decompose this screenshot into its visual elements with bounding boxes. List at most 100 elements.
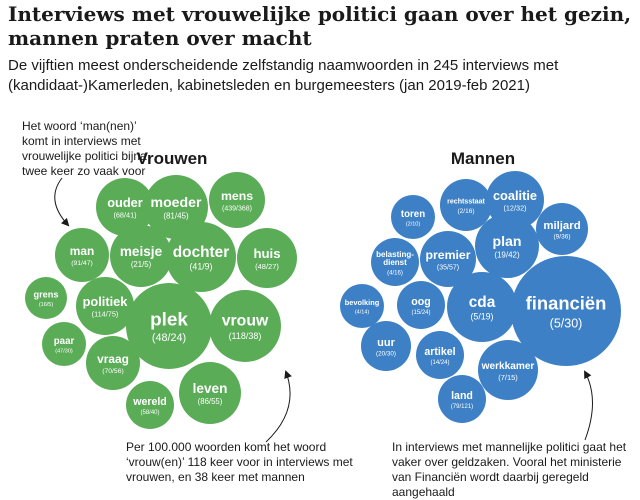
bubble-word-leven: leven xyxy=(193,381,228,396)
bubble-mannen-financien xyxy=(511,256,621,366)
bubble-vrouwen-paar xyxy=(42,322,86,366)
bubble-word-meisje: meisje xyxy=(120,244,163,259)
page-subtitle: De vijftien meest onderscheidende zelfst… xyxy=(8,57,559,94)
bubble-value-werkkamer: (7/15) xyxy=(498,373,518,382)
bubble-value-paar: (47/30) xyxy=(55,348,73,354)
annotation-vrouw: Per 100.000 woorden komt het woord ‘vrou… xyxy=(126,440,353,484)
bubble-value-belasting-dienst: (4/16) xyxy=(387,270,403,276)
bubble-mannen-oog xyxy=(397,281,445,329)
bubble-word-oog: oog xyxy=(411,296,430,308)
bubble-vrouwen-vraag xyxy=(86,336,140,390)
bubble-vrouwen-meisje xyxy=(110,225,172,287)
bubble-word-belasting-dienst: belasting-dienst xyxy=(376,250,414,267)
bubble-word-premier: premier xyxy=(425,248,470,262)
bubble-value-plan: (19/42) xyxy=(494,251,520,260)
bubble-value-cda: (5/19) xyxy=(471,312,494,322)
bubble-word-vraag: vraag xyxy=(97,352,129,366)
bubble-mannen-toren xyxy=(391,195,435,239)
bubble-value-man: (91/47) xyxy=(71,260,93,267)
bubble-word-huis: huis xyxy=(253,246,280,261)
bubble-vrouwen-ouder xyxy=(96,178,154,236)
group-title-mannen: Mannen xyxy=(451,149,515,168)
annotation-man: Het woord ‘man(nen)’ komt in interviews … xyxy=(22,119,147,178)
bubble-mannen-bevolking xyxy=(340,284,384,328)
bubble-value-meisje: (21/5) xyxy=(131,260,152,269)
bubble-word-dochter: dochter xyxy=(173,244,229,261)
bubble-word-cda: cda xyxy=(469,294,496,311)
bubble-value-miljard: (9/36) xyxy=(554,234,571,241)
bubble-vrouwen-dochter xyxy=(166,222,236,292)
bubble-mannen-uur xyxy=(361,321,411,371)
bubble-value-wereld: (58/40) xyxy=(140,410,159,416)
bubble-word-toren: toren xyxy=(401,209,425,220)
bubble-word-grens: grens xyxy=(33,290,58,300)
bubble-word-land: land xyxy=(451,390,473,402)
bubble-vrouwen-plek xyxy=(126,283,212,369)
bubble-value-plek: (48/24) xyxy=(152,332,186,344)
bubble-mannen-werkkamer xyxy=(478,340,538,400)
bubble-mannen-artikel xyxy=(416,331,464,379)
bubble-word-man: man xyxy=(70,244,94,258)
bubble-mannen-miljard xyxy=(536,203,588,255)
bubble-mannen-rechtsstaat xyxy=(440,179,492,231)
bubble-value-moeder: (81/45) xyxy=(163,212,189,221)
bubble-word-artikel: artikel xyxy=(424,346,455,358)
bubble-value-bevolking: (4/14) xyxy=(355,310,370,316)
bubble-word-miljard: miljard xyxy=(543,220,580,232)
bubble-value-vrouw: (118/38) xyxy=(229,331,262,341)
bubble-value-artikel: (14/24) xyxy=(430,360,449,366)
group-title-vrouwen: Vrouwen xyxy=(137,149,208,168)
bubble-value-rechtsstaat: (2/16) xyxy=(458,208,475,215)
annotation-arrow-financien xyxy=(584,370,593,441)
bubble-vrouwen-mens xyxy=(209,172,265,228)
bubble-mannen-premier xyxy=(420,231,476,287)
page-title: Interviews met vrouwelijke politici gaan… xyxy=(8,2,632,50)
bubble-vrouwen-leven xyxy=(179,362,241,424)
bubble-word-politiek: politiek xyxy=(83,294,129,309)
bubble-value-huis: (48/27) xyxy=(255,262,279,271)
bubble-value-leven: (86/55) xyxy=(198,397,223,406)
bubble-mannen-coalitie xyxy=(486,171,544,229)
bubble-word-mens: mens xyxy=(221,189,253,203)
bubble-vrouwen-vrouw xyxy=(209,290,281,362)
bubble-word-plek: plek xyxy=(150,310,188,331)
bubble-word-bevolking: bevolking xyxy=(345,298,380,307)
bubble-mannen-land xyxy=(438,375,486,423)
bubble-value-mens: (439/368) xyxy=(222,205,252,212)
bubble-word-plan: plan xyxy=(493,233,522,249)
bubble-value-financien: (5/30) xyxy=(550,316,583,330)
bubble-mannen-plan xyxy=(475,214,539,278)
bubble-value-dochter: (41/9) xyxy=(190,262,213,272)
bubble-value-premier: (35/57) xyxy=(437,264,459,271)
bubble-word-uur: uur xyxy=(377,337,395,349)
bubble-word-werkkamer: werkkamer xyxy=(481,361,535,372)
bubble-word-moeder: moeder xyxy=(151,194,202,210)
bubble-vrouwen-huis xyxy=(237,228,297,288)
bubble-value-toren: (2/10) xyxy=(406,221,421,227)
bubble-word-paar: paar xyxy=(54,336,75,347)
bubble-value-ouder: (68/41) xyxy=(113,211,136,220)
bubble-value-politiek: (114/75) xyxy=(92,310,119,319)
annotation-arrow-vrouw xyxy=(265,370,292,443)
bubble-word-rechtsstaat: rechtsstaat xyxy=(447,197,485,205)
bubbles-layer: ouder(68/41) moeder (81/45) mens (439/368) ma… xyxy=(25,171,621,429)
bubble-word-ouder: ouder xyxy=(107,195,143,210)
bubble-word-coalitie: coalitie xyxy=(493,188,537,203)
bubble-mannen-cda xyxy=(447,272,517,342)
bubble-vrouwen-wereld xyxy=(126,381,174,429)
bubble-word-financien: financiën xyxy=(526,293,607,314)
bubble-vrouwen-politiek xyxy=(76,277,134,335)
bubble-word-vrouw: vrouw xyxy=(222,313,269,330)
bubble-value-coalitie: (12/32) xyxy=(503,204,526,213)
annotation-financien: In interviews met mannelijke politici ga… xyxy=(392,440,627,499)
bubble-value-grens: (16/5) xyxy=(39,302,54,308)
bubble-value-oog: (15/24) xyxy=(411,310,430,316)
bubble-vrouwen-moeder xyxy=(144,175,208,239)
bubble-vrouwen-man xyxy=(55,228,109,282)
bubble-mannen-belasting-dienst xyxy=(371,238,419,286)
bubble-value-vraag: (70/56) xyxy=(102,368,124,375)
bubble-word-wereld: wereld xyxy=(132,396,167,408)
bubble-vrouwen-grens xyxy=(25,277,67,319)
annotation-arrow-man xyxy=(54,177,70,227)
